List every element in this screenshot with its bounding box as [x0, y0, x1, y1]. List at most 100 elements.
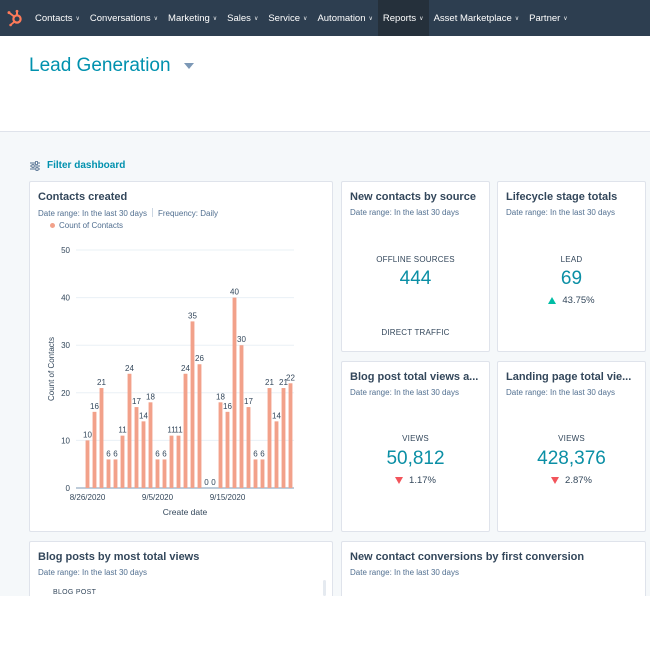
data-label: 14 — [272, 411, 281, 420]
nav-item-label: Reports — [382, 12, 417, 24]
kpi-label: VIEWS — [558, 434, 585, 443]
hubspot-logo-icon[interactable] — [0, 0, 30, 36]
chevron-down-icon: ∨ — [212, 15, 218, 22]
y-tick-label: 30 — [61, 341, 70, 350]
card-date-range: Date range: In the last 30 days — [350, 388, 459, 397]
x-tick-label: 9/15/2020 — [210, 493, 246, 502]
chart-bar — [92, 411, 97, 488]
contacts-bar-chart: 0 10 20 30 40 50 Count of Contacts Create date 1… — [47, 246, 295, 517]
data-label: 26 — [195, 354, 204, 363]
new-contacts-by-source-card[interactable]: New contacts by source Date range: In th… — [341, 181, 490, 352]
nav-item-label: Automation — [317, 12, 366, 24]
y-axis-label: Count of Contacts — [47, 337, 56, 401]
nav-item-label: Service — [268, 12, 301, 24]
trend-down-icon — [551, 477, 560, 484]
blog-views-card[interactable]: Blog post total views a... Date range: I… — [341, 361, 490, 532]
change-value: 1.17% — [409, 475, 436, 486]
data-label: 40 — [230, 288, 239, 297]
card-title: New contact conversions by first convers… — [350, 551, 585, 563]
y-tick-label: 0 — [66, 484, 71, 493]
lifecycle-stage-card[interactable]: Lifecycle stage totals Date range: In th… — [497, 181, 646, 352]
chart-bar — [267, 388, 272, 488]
y-tick-label: 40 — [61, 294, 70, 303]
chevron-down-icon: ∨ — [563, 15, 568, 22]
nav-item-asset-marketplace[interactable]: Asset Marketplace ∨ — [429, 0, 525, 36]
blog-posts-card[interactable]: Blog posts by most total views Date rang… — [29, 541, 333, 601]
contacts-created-card[interactable]: Contacts created Date range: In the last… — [29, 181, 333, 532]
nav-item-marketing[interactable]: Marketing ∨ — [163, 0, 222, 36]
top-nav: Contacts ∨ Conversations ∨ Marketing ∨ Sales ∨ S… — [0, 0, 650, 36]
card-title: New contacts by source — [350, 191, 476, 203]
chevron-down-icon: ∨ — [514, 15, 520, 22]
kpi-value: 69 — [560, 268, 583, 289]
nav-item-sales[interactable]: Sales ∨ — [222, 0, 263, 36]
data-label: 24 — [181, 364, 190, 373]
data-label: 21 — [279, 378, 288, 387]
data-label: 0 — [211, 478, 216, 487]
data-label: 22 — [286, 373, 295, 382]
chevron-down-icon: ∨ — [419, 15, 424, 22]
card-date-range: Date range: In the last 30 days Frequency… — [38, 208, 218, 218]
y-tick-label: 50 — [61, 246, 70, 255]
kpi-value: 428,376 — [537, 448, 606, 469]
chart-bar — [169, 435, 174, 488]
chart-bar — [281, 388, 286, 488]
chart-bar — [183, 373, 188, 488]
data-label: 6 — [113, 449, 118, 458]
chart-bar — [148, 402, 153, 488]
chart-bar — [141, 421, 146, 488]
scrollbar[interactable] — [323, 580, 326, 596]
nav-item-label: Conversations — [89, 12, 151, 24]
page-title[interactable]: Lead Generation — [29, 55, 171, 76]
card-title: Blog post total views a... — [350, 371, 479, 383]
nav-item-automation[interactable]: Automation ∨ — [312, 0, 377, 36]
chart-bar — [260, 459, 265, 488]
data-label: 6 — [162, 449, 167, 458]
source-value-offline: 444 — [399, 268, 432, 289]
change-value: 2.87% — [565, 475, 592, 486]
data-label: 18 — [216, 392, 225, 401]
data-label: 30 — [237, 335, 246, 344]
nav-item-conversations[interactable]: Conversations ∨ — [85, 0, 163, 36]
card-title: Landing page total vie... — [506, 371, 632, 383]
data-label: 16 — [223, 402, 232, 411]
chevron-down-icon: ∨ — [75, 15, 80, 22]
filter-dashboard-button[interactable]: Filter dashboard — [30, 160, 125, 171]
chart-bar — [99, 388, 104, 488]
chevron-down-icon: ∨ — [153, 15, 159, 22]
chart-bar — [218, 402, 223, 488]
nav-item-label: Sales — [227, 12, 251, 24]
chart-bar — [113, 459, 118, 488]
nav-item-service[interactable]: Service ∨ — [263, 0, 312, 36]
nav-item-partner[interactable]: Partner ∨ — [524, 0, 573, 36]
x-tick-label: 9/5/2020 — [142, 493, 174, 502]
chevron-down-icon: ∨ — [303, 15, 308, 22]
chart-bar — [274, 421, 279, 488]
page-header — [0, 36, 650, 132]
source-label-direct: DIRECT TRAFFIC — [381, 328, 450, 337]
nav-menu: Contacts ∨ Conversations ∨ Marketing ∨ Sales ∨ S… — [30, 0, 573, 36]
chart-bar — [155, 459, 160, 488]
kpi-change: 43.75% — [498, 295, 645, 306]
divider — [151, 208, 153, 217]
table-column-header[interactable]: BLOG POST — [53, 589, 97, 596]
landing-views-card[interactable]: Landing page total vie... Date range: In… — [497, 361, 646, 532]
card-title: Lifecycle stage totals — [506, 191, 618, 203]
chart-bar — [232, 297, 237, 488]
chart-bar — [162, 459, 167, 488]
nav-item-reports[interactable]: Reports ∨ — [377, 0, 429, 36]
chart-bar — [120, 435, 125, 488]
bottom-blank-area — [0, 596, 650, 650]
card-date-range: Date range: In the last 30 days — [38, 568, 147, 577]
kpi-value: 50,812 — [386, 448, 445, 469]
data-label: 17 — [244, 397, 253, 406]
chart-bar — [239, 345, 244, 488]
y-tick-label: 20 — [61, 389, 70, 398]
legend-label: Count of Contacts — [59, 221, 124, 230]
chevron-down-icon: ∨ — [368, 15, 373, 22]
card-date-range: Date range: In the last 30 days — [350, 568, 459, 577]
conversions-card[interactable]: New contact conversions by first convers… — [341, 541, 646, 601]
data-label: 14 — [139, 411, 148, 420]
dashboard-dropdown-caret-icon[interactable] — [184, 63, 194, 69]
nav-item-contacts[interactable]: Contacts ∨ — [30, 0, 85, 36]
